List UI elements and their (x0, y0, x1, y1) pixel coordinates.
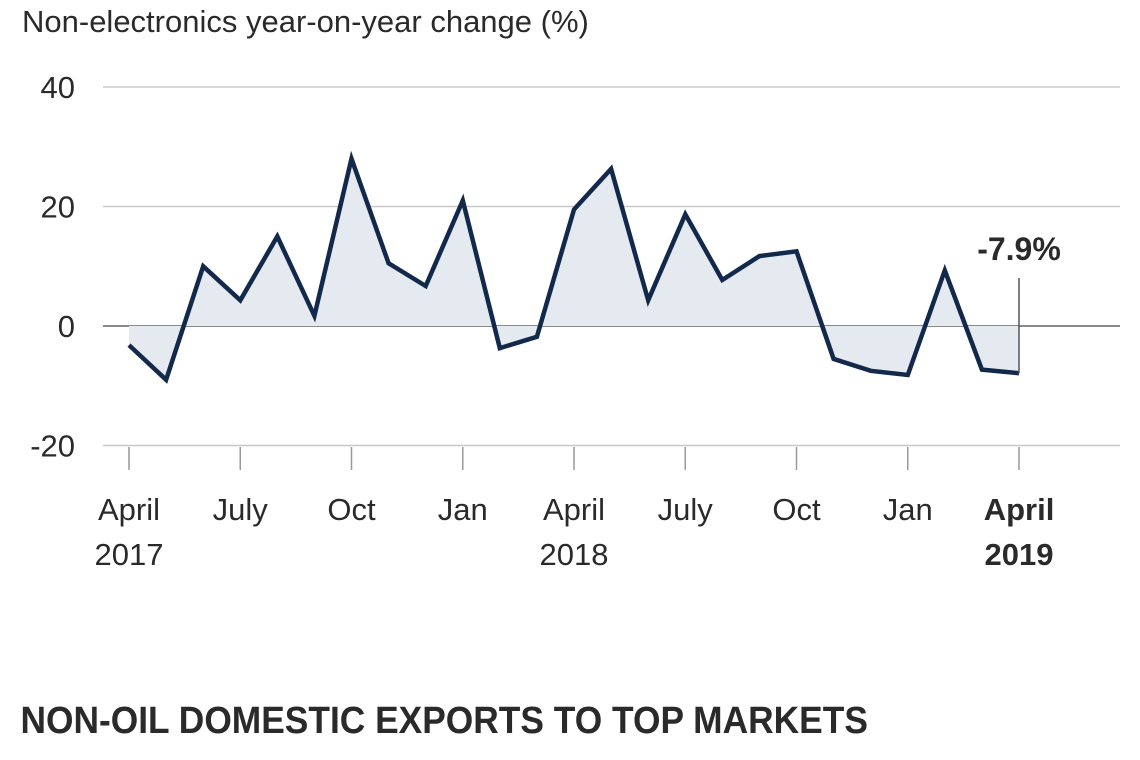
y-tick-label: 0 (58, 309, 75, 344)
x-tick-label: April (98, 492, 160, 527)
series-line (127, 150, 1020, 384)
x-tick-label: April (984, 492, 1055, 527)
x-tick-label: July (658, 492, 714, 527)
area-fill (129, 158, 1019, 380)
x-tick-year-label: 2018 (540, 537, 609, 572)
x-tick-label: April (543, 492, 605, 527)
x-tick-label: Oct (327, 492, 376, 527)
annotation-label: -7.9% (977, 231, 1061, 267)
x-tick-year-label: 2017 (95, 537, 164, 572)
x-tick-label: Jan (438, 492, 488, 527)
x-tick-label: July (213, 492, 269, 527)
x-tick-label: Jan (883, 492, 933, 527)
x-tick-label: Oct (772, 492, 821, 527)
section-heading: NON-OIL DOMESTIC EXPORTS TO TOP MARKETS (20, 699, 867, 741)
y-tick-label: -20 (30, 429, 75, 464)
y-tick-label: 20 (41, 190, 75, 225)
x-tick-year-label: 2019 (985, 537, 1054, 572)
chart-title: Non-electronics year-on-year change (%) (22, 4, 589, 39)
y-tick-label: 40 (41, 70, 75, 105)
